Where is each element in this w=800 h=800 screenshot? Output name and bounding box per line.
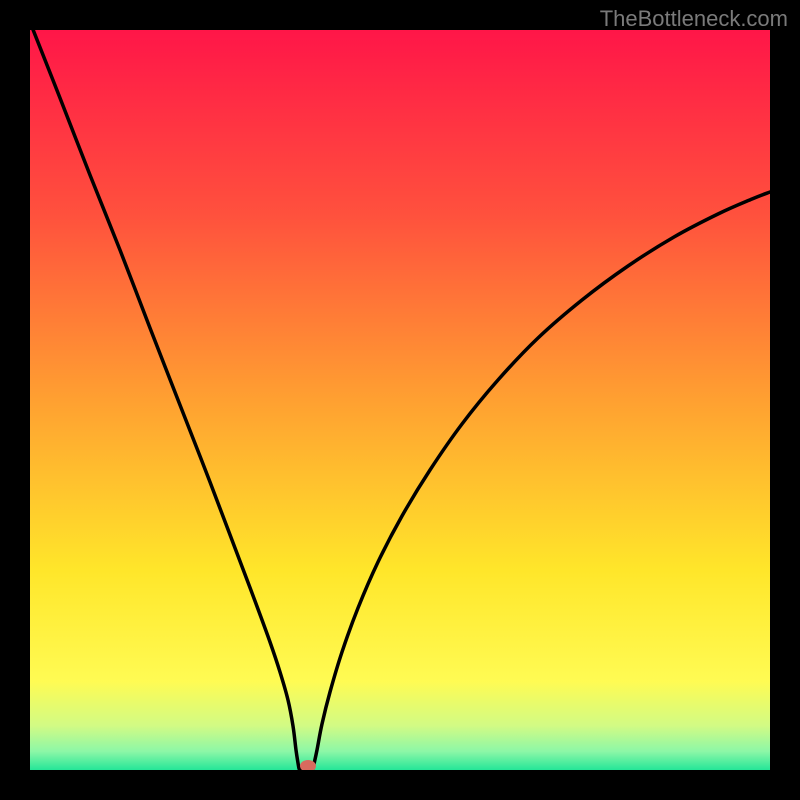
y-axis	[0, 0, 30, 800]
watermark-text: TheBottleneck.com	[600, 6, 788, 32]
bottleneck-curve	[30, 30, 770, 770]
x-axis	[0, 770, 800, 800]
chart-plot-area	[30, 30, 770, 770]
